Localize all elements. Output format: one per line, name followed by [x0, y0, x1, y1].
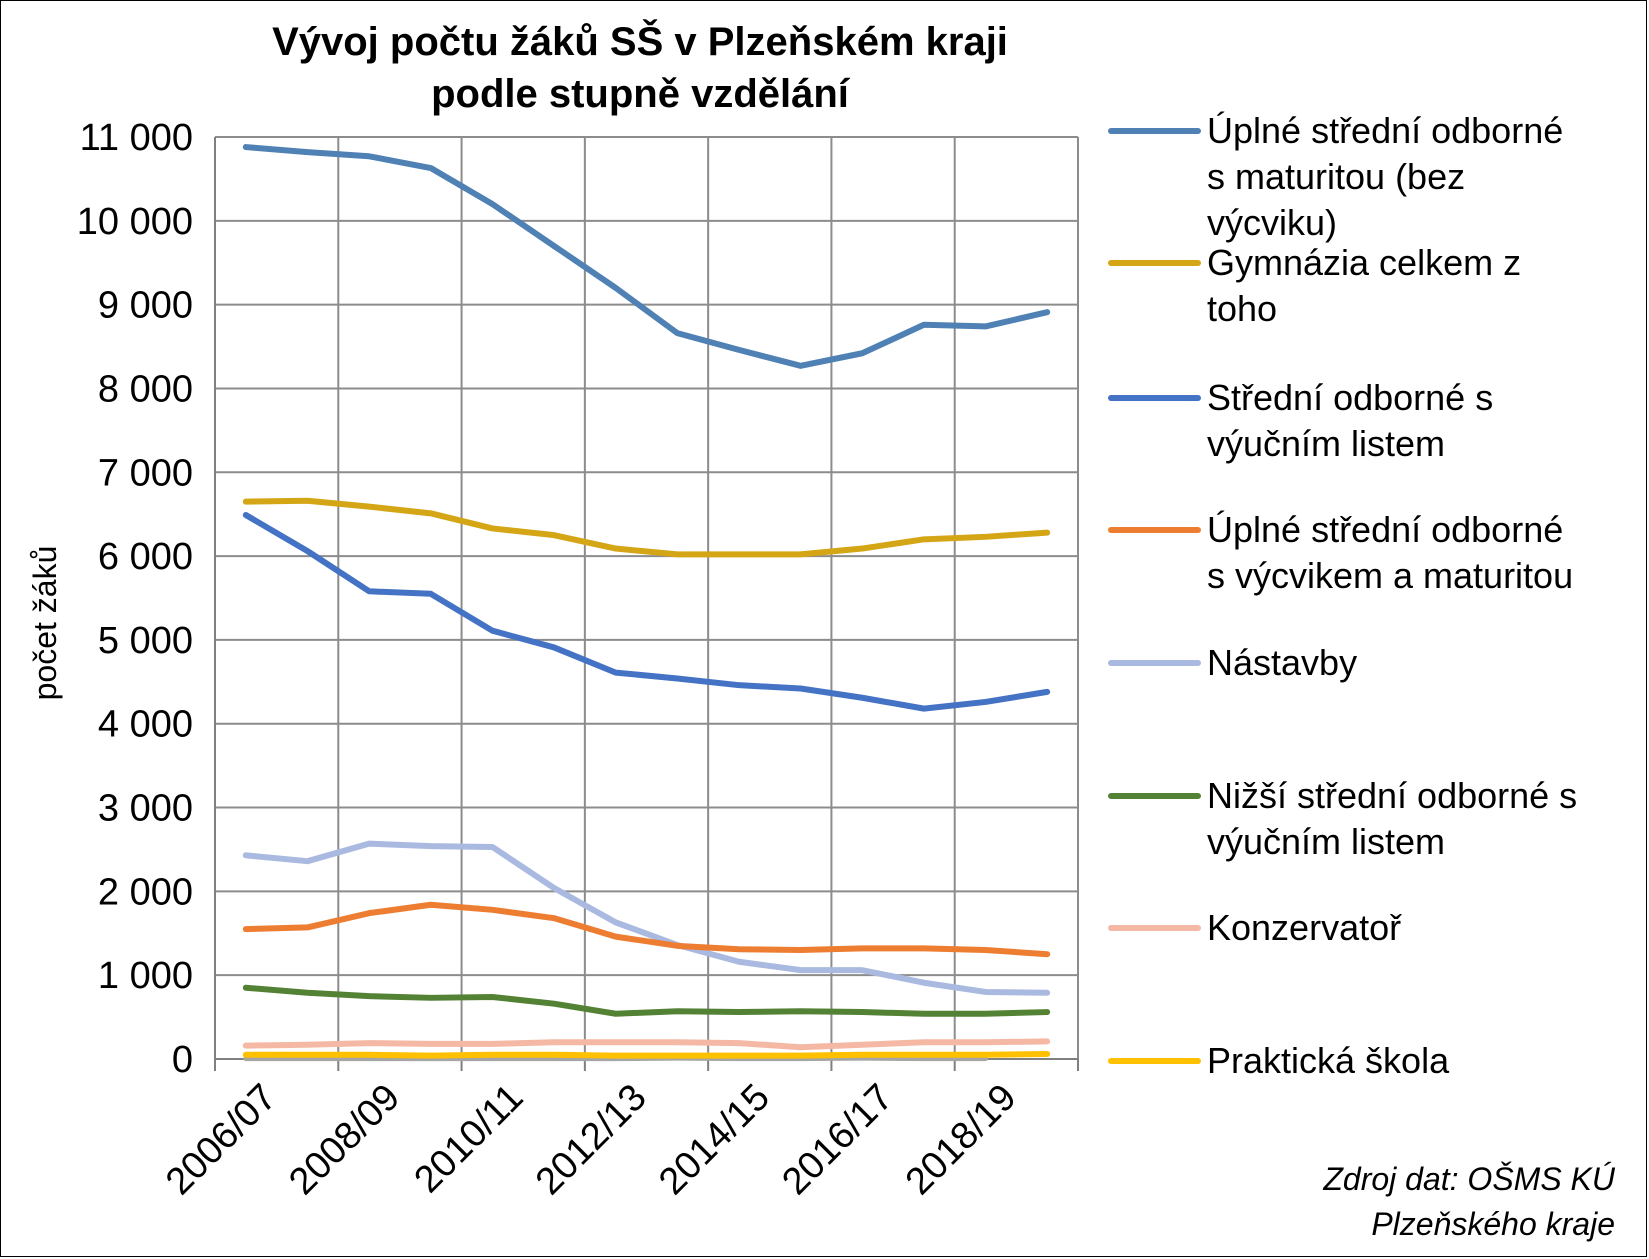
x-tick-label: 2014/15 — [651, 1076, 778, 1203]
series-line — [242, 1038, 1051, 1051]
legend-item: Praktická škola — [1108, 1040, 1450, 1081]
legend-label: Praktická škola — [1207, 1040, 1450, 1081]
legend-label: Úplné střední odborné — [1207, 509, 1563, 550]
legend-label: toho — [1207, 288, 1277, 329]
x-axis-ticks: 2006/072008/092010/112012/132014/152016/… — [158, 1076, 1025, 1203]
legend-label: Konzervatoř — [1207, 907, 1402, 948]
legend-item: Nižší střední odborné s výučním listem — [1108, 775, 1577, 862]
legend-item: Nástavby — [1108, 642, 1357, 683]
y-tick-label: 1 000 — [98, 955, 193, 997]
legend-label: Střední odborné s — [1207, 377, 1493, 418]
y-axis-label: počet žáků — [27, 546, 63, 701]
legend-item: Úplné střední odborné s výcvikem a maturi… — [1108, 509, 1573, 596]
y-axis-ticks: 0 1 000 2 000 3 000 4 000 5 000 6 000 7 000 8 00… — [77, 117, 193, 1081]
series-lines — [242, 144, 1051, 1062]
chart-title: Vývoj počtu žáků SŠ v Plzeňském kraji po… — [272, 18, 1008, 116]
y-tick-label: 9 000 — [98, 285, 193, 327]
source-line-1: Zdroj dat: OŠMS KÚ — [1322, 1161, 1616, 1197]
x-tick-label: 2016/17 — [774, 1076, 901, 1203]
x-tick-label: 2006/07 — [158, 1076, 285, 1203]
chart-title-line-1: Vývoj počtu žáků SŠ v Plzeňském kraji — [272, 18, 1008, 64]
y-tick-label: 8 000 — [98, 368, 193, 410]
y-tick-label: 5 000 — [98, 620, 193, 662]
y-tick-label: 3 000 — [98, 788, 193, 830]
legend-label: Gymnázia celkem z — [1207, 242, 1521, 283]
legend-label: Úplné střední odborné — [1207, 110, 1563, 151]
series-line — [242, 840, 1051, 996]
legend-item: Konzervatoř — [1108, 907, 1402, 948]
legend-item: Gymnázia celkem z toho — [1108, 242, 1521, 329]
legend-label: Nástavby — [1207, 642, 1357, 683]
x-tick-label: 2010/11 — [407, 1076, 532, 1201]
x-tick-label: 2008/09 — [281, 1076, 408, 1203]
series-line — [242, 984, 1051, 1017]
legend: Úplné střední odborné s maturitou (bez výc… — [1108, 110, 1577, 1081]
series-line — [242, 901, 1051, 958]
y-tick-label: 7 000 — [98, 452, 193, 494]
x-tick-label: 2012/13 — [528, 1076, 655, 1203]
x-tick-label: 2018/19 — [898, 1076, 1025, 1203]
series-line — [242, 1050, 1051, 1059]
legend-item: Úplné střední odborné s maturitou (bez výc… — [1108, 110, 1563, 243]
legend-label: Nižší střední odborné s — [1207, 775, 1577, 816]
legend-label: s maturitou (bez — [1207, 156, 1465, 197]
y-tick-label: 4 000 — [98, 704, 193, 746]
legend-label: s výcvikem a maturitou — [1207, 555, 1573, 596]
legend-label: výcviku) — [1207, 202, 1337, 243]
series-line — [242, 497, 1051, 558]
legend-label: výučním listem — [1207, 423, 1445, 464]
y-tick-label: 10 000 — [77, 201, 193, 243]
series-line — [242, 144, 1051, 369]
source-note: Zdroj dat: OŠMS KÚ Plzeňského kraje — [1322, 1161, 1616, 1242]
source-line-2: Plzeňského kraje — [1371, 1206, 1615, 1242]
y-tick-label: 2 000 — [98, 871, 193, 913]
series-line — [242, 512, 1051, 712]
y-tick-label: 0 — [172, 1039, 193, 1081]
legend-item: Střední odborné s výučním listem — [1108, 377, 1493, 464]
gridlines — [215, 136, 1079, 1059]
chart-title-line-2: podle stupně vzdělání — [431, 72, 851, 116]
y-tick-label: 6 000 — [98, 536, 193, 578]
legend-label: výučním listem — [1207, 821, 1445, 862]
y-tick-label: 11 000 — [80, 117, 193, 159]
